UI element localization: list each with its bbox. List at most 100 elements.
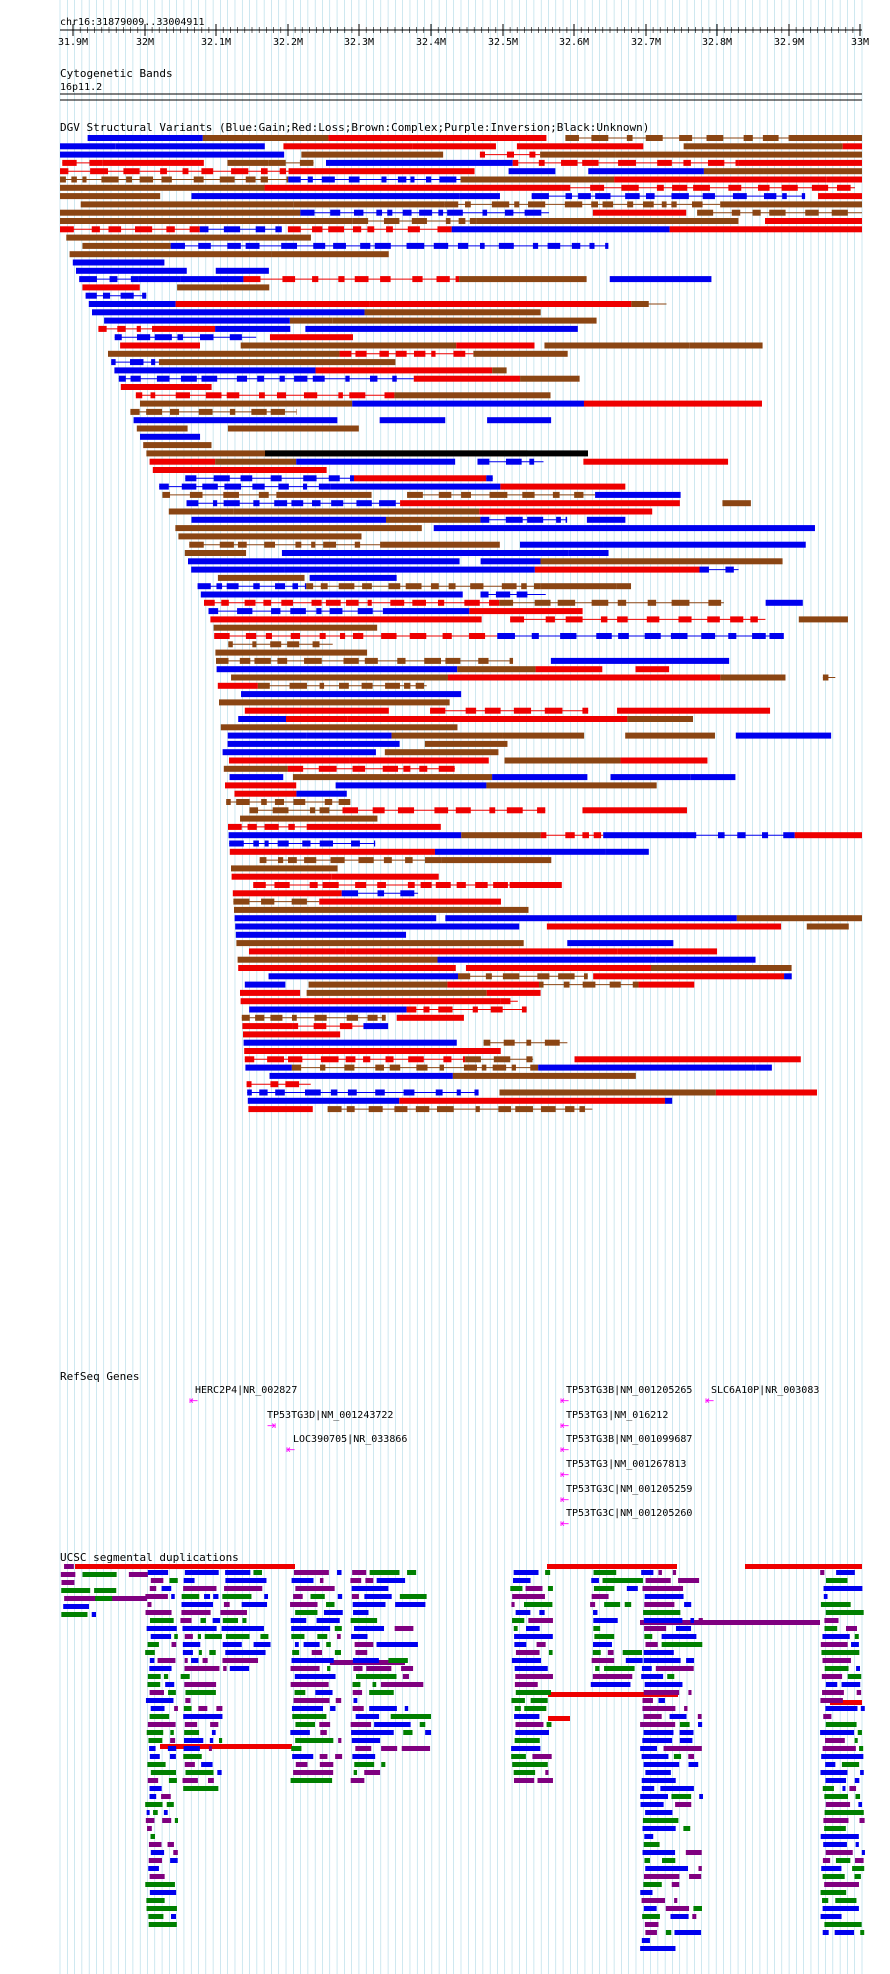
- segdup-bar: [394, 1626, 414, 1631]
- segdup-bar: [184, 1730, 200, 1735]
- gene-tp53tg3b-1[interactable]: TP53TG3B|NM_001205265 ⇤: [560, 1385, 692, 1407]
- sv-bar: [184, 550, 247, 556]
- gene-tp53tg3c-2[interactable]: TP53TG3C|NM_001205260 ⇤: [560, 1508, 692, 1530]
- segdup-bar: [149, 1786, 162, 1791]
- sv-bar: [244, 707, 389, 714]
- segdup-bar: [824, 1826, 846, 1831]
- sv-bar: [544, 342, 690, 349]
- sv-block: [288, 176, 301, 183]
- sv-block: [540, 832, 547, 839]
- sv-bar: [276, 491, 372, 498]
- sv-block: [139, 176, 154, 183]
- segdup-bar: [168, 1778, 177, 1783]
- sv-bar: [763, 168, 862, 175]
- sv-bar: [486, 782, 657, 789]
- segdup-bar: [128, 1572, 148, 1577]
- sv-block: [239, 657, 251, 664]
- sv-block: [342, 807, 359, 814]
- ruler-tick-label: 32.5M: [488, 37, 518, 48]
- segdup-bar: [690, 1618, 695, 1623]
- segdup-bar: [824, 1626, 838, 1631]
- sv-block: [483, 1039, 491, 1046]
- sv-block: [293, 799, 306, 805]
- sv-block: [281, 599, 293, 606]
- segdup-bar: [821, 1866, 842, 1871]
- segdup-bar: [376, 1642, 418, 1647]
- sv-block: [304, 857, 317, 864]
- sv-bar: [289, 317, 333, 324]
- segdup-bar: [401, 1666, 414, 1671]
- segdup-bar: [160, 1744, 292, 1749]
- sv-block: [275, 1089, 285, 1096]
- segdup-bar: [171, 1594, 175, 1599]
- refseq-track[interactable]: RefSeq Genes HERC2P4|NR_002827 ⇤ TP53TG3…: [60, 1370, 819, 1530]
- sv-block: [247, 823, 257, 830]
- segdup-bar: [182, 1626, 217, 1631]
- sv-block: [189, 226, 200, 233]
- segdup-bar: [674, 1898, 678, 1903]
- cytoband-track[interactable]: Cytogenetic Bands 16p11.2: [60, 67, 862, 101]
- segdup-bar: [645, 1578, 671, 1583]
- sv-bar: [217, 682, 258, 689]
- sv-block: [352, 218, 369, 224]
- segdup-bar: [350, 1618, 378, 1623]
- sv-block: [363, 1056, 371, 1063]
- segdup-track[interactable]: UCSC segmental duplications: [60, 1551, 865, 1951]
- segdup-bar: [381, 1746, 398, 1751]
- segdup-bar: [350, 1578, 362, 1583]
- sv-bar: [139, 400, 353, 407]
- sv-bar: [369, 301, 632, 307]
- sv-block: [447, 209, 463, 216]
- sv-block: [251, 408, 267, 415]
- sv-block: [515, 1106, 533, 1113]
- segdup-bar: [643, 1842, 660, 1847]
- gene-herc2p4[interactable]: HERC2P4|NR_002827 ⇤: [189, 1385, 297, 1407]
- sv-bar: [433, 525, 567, 532]
- gene-tp53tg3c-1[interactable]: TP53TG3C|NM_001205259 ⇤: [560, 1484, 692, 1506]
- gene-arrow-icon: ⇤: [705, 1394, 714, 1407]
- segdup-bar: [163, 1810, 168, 1815]
- sv-block: [516, 591, 528, 598]
- segdup-bar: [655, 1666, 694, 1671]
- sv-block: [352, 226, 362, 233]
- sv-block: [198, 242, 211, 249]
- sv-bar-unknown: [265, 450, 588, 457]
- gene-tp53tg3b-2[interactable]: TP53TG3B|NM_001099687 ⇤: [560, 1434, 692, 1456]
- segdup-bar: [148, 1842, 162, 1847]
- gene-loc390705[interactable]: LOC390705|NR_033866 ⇤: [286, 1434, 407, 1456]
- segdup-bar: [354, 1762, 375, 1767]
- sv-block: [609, 981, 621, 988]
- sv-block: [376, 209, 383, 216]
- sv-block: [617, 616, 628, 623]
- sv-block: [270, 1014, 283, 1021]
- segdup-bar: [75, 1564, 295, 1569]
- sv-bar: [396, 1014, 464, 1021]
- sv-block: [552, 491, 560, 498]
- segdup-bar: [823, 1714, 832, 1719]
- segdup-bar: [679, 1738, 693, 1743]
- sv-block: [189, 541, 204, 548]
- gene-slc6a10p[interactable]: SLC6A10P|NR_003083 ⇤: [705, 1385, 819, 1407]
- segdup-bar: [641, 1570, 654, 1575]
- gene-tp53tg3d[interactable]: TP53TG3D|NM_001243722 ⇥: [267, 1410, 393, 1432]
- gene-tp53tg3-2[interactable]: TP53TG3|NM_001267813 ⇤: [560, 1459, 686, 1481]
- sv-block: [71, 176, 77, 183]
- sv-block: [185, 475, 197, 482]
- gene-tp53tg3-1[interactable]: TP53TG3|NM_016212 ⇤: [560, 1410, 668, 1432]
- sv-bar: [473, 350, 568, 357]
- dgv-track[interactable]: DGV Structural Variants (Blue:Gain;Red:L…: [60, 121, 862, 1113]
- sv-block: [244, 1056, 255, 1063]
- segdup-bar: [820, 1770, 848, 1775]
- sv-block: [343, 657, 359, 664]
- sv-bar: [215, 458, 297, 465]
- sv-block: [236, 375, 248, 382]
- segdup-bar: [644, 1922, 659, 1927]
- sv-block: [320, 583, 328, 590]
- sv-bar: [627, 716, 694, 722]
- sv-block: [227, 242, 241, 249]
- sv-block: [433, 242, 449, 249]
- segdup-bar: [181, 1594, 200, 1599]
- segdup-bar: [353, 1666, 363, 1671]
- segdup-bar: [825, 1706, 858, 1711]
